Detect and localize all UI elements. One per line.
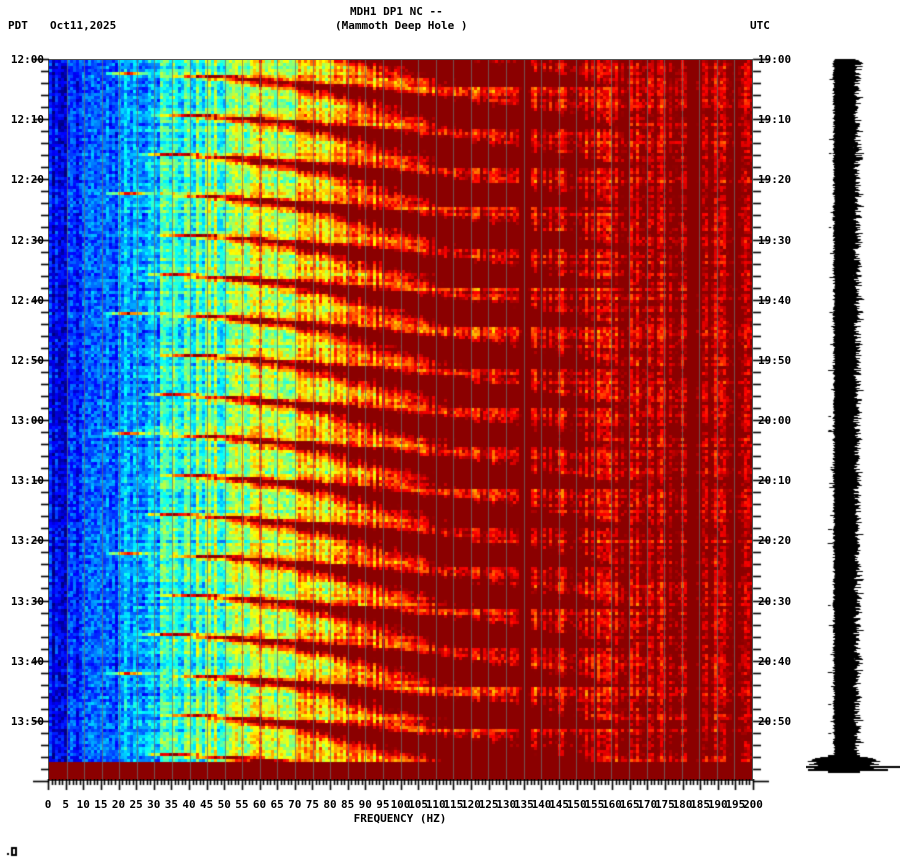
time-label-left-6: 13:00 xyxy=(10,414,44,427)
time-axis-left-ticks xyxy=(28,55,50,785)
spectrogram-image xyxy=(49,60,752,780)
frequency-label-55: 55 xyxy=(235,798,249,811)
time-label-left-9: 13:30 xyxy=(10,594,44,608)
spectrogram-plot-area xyxy=(48,59,753,781)
frequency-label-140: 140 xyxy=(531,798,552,811)
frequency-label-90: 90 xyxy=(358,798,372,811)
time-label-right-3: 19:30 xyxy=(758,233,792,247)
frequency-label-45: 45 xyxy=(200,798,214,811)
time-label-right-10: 20:40 xyxy=(758,654,792,668)
frequency-label-30: 30 xyxy=(147,798,161,811)
station-title: MDH1 DP1 NC -- xyxy=(350,5,443,18)
frequency-label-0: 0 xyxy=(44,798,52,811)
frequency-label-80: 80 xyxy=(323,798,337,811)
frequency-label-150: 150 xyxy=(566,798,587,811)
frequency-label-145: 145 xyxy=(549,798,570,811)
time-label-left-4: 12:40 xyxy=(10,293,44,307)
frequency-label-105: 105 xyxy=(408,798,429,811)
frequency-label-60: 60 xyxy=(252,798,267,811)
frequency-label-40: 40 xyxy=(182,798,196,811)
frequency-label-130: 130 xyxy=(496,798,517,811)
time-label-right-6: 20:00 xyxy=(758,414,792,427)
frequency-label-135: 135 xyxy=(513,798,534,811)
frequency-label-115: 115 xyxy=(443,798,464,811)
frequency-label-35: 35 xyxy=(164,798,178,811)
time-label-left-2: 12:20 xyxy=(10,173,44,187)
timezone-label-left: PDT xyxy=(8,19,28,32)
helicorder-trace xyxy=(806,55,900,785)
frequency-label-200: 200 xyxy=(743,798,763,811)
frequency-label-100: 100 xyxy=(390,798,411,811)
frequency-label-185: 185 xyxy=(690,798,711,811)
frequency-label-95: 95 xyxy=(376,798,390,811)
station-subtitle: (Mammoth Deep Hole ) xyxy=(335,19,468,32)
frequency-label-190: 190 xyxy=(707,798,728,811)
timezone-label-right: UTC xyxy=(750,19,770,32)
frequency-label-165: 165 xyxy=(619,798,640,811)
time-label-left-7: 13:10 xyxy=(10,474,44,488)
frequency-label-110: 110 xyxy=(425,798,446,811)
time-label-right-7: 20:10 xyxy=(758,474,792,488)
frequency-label-175: 175 xyxy=(654,798,675,811)
time-label-left-1: 12:10 xyxy=(10,113,44,127)
corner-artifact-mark xyxy=(6,845,26,857)
time-label-right-9: 20:30 xyxy=(758,594,792,608)
frequency-label-70: 70 xyxy=(288,798,302,811)
frequency-label-65: 65 xyxy=(270,798,284,811)
frequency-label-85: 85 xyxy=(341,798,355,811)
time-label-right-4: 19:40 xyxy=(758,293,792,307)
time-label-right-5: 19:50 xyxy=(758,353,792,367)
frequency-label-50: 50 xyxy=(217,798,231,811)
frequency-label-10: 10 xyxy=(76,798,90,811)
frequency-label-195: 195 xyxy=(725,798,746,811)
frequency-label-155: 155 xyxy=(584,798,605,811)
time-axis-right-ticks xyxy=(752,55,774,785)
frequency-label-15: 15 xyxy=(94,798,108,811)
frequency-label-120: 120 xyxy=(461,798,481,811)
frequency-label-20: 20 xyxy=(111,798,126,811)
time-label-right-11: 20:50 xyxy=(758,714,792,728)
time-label-right-8: 20:20 xyxy=(758,534,792,548)
frequency-label-180: 180 xyxy=(672,798,693,811)
time-label-left-5: 12:50 xyxy=(10,353,44,367)
time-label-left-3: 12:30 xyxy=(10,233,44,247)
frequency-label-160: 160 xyxy=(602,798,622,811)
time-label-left-10: 13:40 xyxy=(10,654,44,668)
time-label-right-2: 19:20 xyxy=(758,173,792,187)
frequency-label-75: 75 xyxy=(305,798,319,811)
time-label-left-0: 12:00 xyxy=(10,53,44,66)
record-date-label: Oct11,2025 xyxy=(50,19,117,32)
frequency-axis-ticks xyxy=(44,779,758,795)
frequency-label-125: 125 xyxy=(478,798,499,811)
time-label-right-0: 19:00 xyxy=(758,53,792,66)
time-label-right-1: 19:10 xyxy=(758,113,792,127)
time-label-left-11: 13:50 xyxy=(10,714,44,728)
frequency-label-25: 25 xyxy=(129,798,143,811)
frequency-label-170: 170 xyxy=(637,798,658,811)
frequency-label-5: 5 xyxy=(62,798,69,811)
x-axis-title: FREQUENCY (HZ) xyxy=(353,812,447,825)
time-label-left-8: 13:20 xyxy=(10,534,44,548)
